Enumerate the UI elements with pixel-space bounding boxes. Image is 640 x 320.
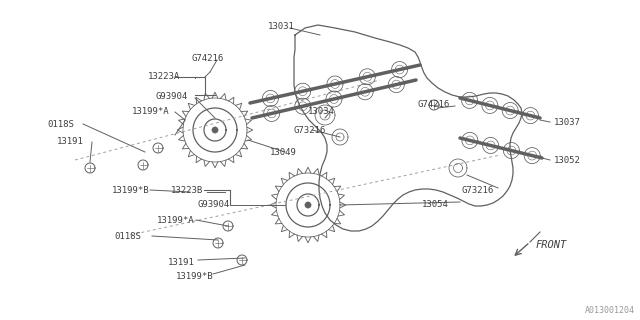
Text: 13049: 13049 <box>270 148 297 157</box>
Circle shape <box>305 202 311 208</box>
Text: 0118S: 0118S <box>47 120 74 129</box>
Text: 13199*A: 13199*A <box>132 107 170 116</box>
Text: FRONT: FRONT <box>536 240 567 250</box>
Text: 13052: 13052 <box>554 156 581 165</box>
Text: 13054: 13054 <box>422 200 449 209</box>
Text: G74216: G74216 <box>192 54 224 63</box>
Text: 0118S: 0118S <box>114 232 141 241</box>
Text: 13037: 13037 <box>554 118 581 127</box>
Text: G93904: G93904 <box>198 200 230 209</box>
Text: 13199*B: 13199*B <box>176 272 214 281</box>
Text: G73216: G73216 <box>461 186 493 195</box>
Text: 13191: 13191 <box>57 137 84 146</box>
Circle shape <box>212 127 218 133</box>
Text: 13191: 13191 <box>168 258 195 267</box>
Text: 13034: 13034 <box>308 107 335 116</box>
Text: G74216: G74216 <box>418 100 451 109</box>
Text: 13223B: 13223B <box>171 186 204 195</box>
Text: 13199*B: 13199*B <box>112 186 150 195</box>
Text: A013001204: A013001204 <box>585 306 635 315</box>
Text: 13199*A: 13199*A <box>157 216 195 225</box>
Text: 13031: 13031 <box>268 22 295 31</box>
Text: G93904: G93904 <box>155 92 188 101</box>
Text: G73216: G73216 <box>294 126 326 135</box>
Text: 13223A: 13223A <box>148 72 180 81</box>
